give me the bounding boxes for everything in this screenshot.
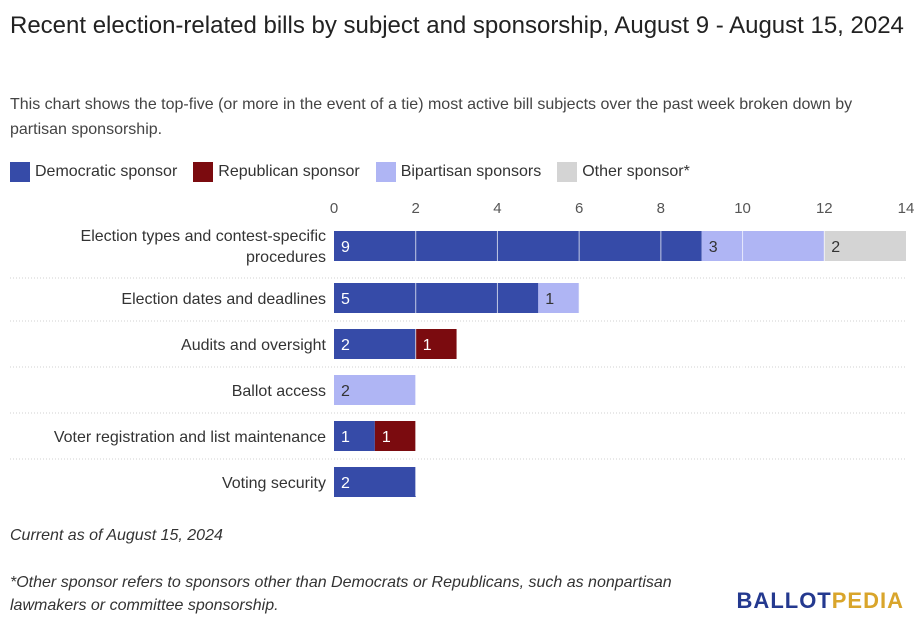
legend-label-democratic: Democratic sponsor	[35, 163, 178, 180]
x-tick-label: 12	[816, 200, 833, 217]
legend-item-other: Other sponsor*	[557, 162, 690, 182]
category-label: Voting security	[222, 475, 326, 492]
bar-segment	[334, 329, 416, 359]
current-as-of-note: Current as of August 15, 2024	[10, 527, 223, 544]
ballotpedia-logo: BALLOTPEDIA	[736, 588, 904, 613]
legend-item-democratic: Democratic sponsor	[10, 162, 177, 182]
bar-value-label: 1	[382, 429, 391, 446]
legend-item-bipartisan: Bipartisan sponsors	[375, 162, 542, 182]
legend-swatch-democratic	[10, 162, 30, 182]
legend-swatch-republican	[193, 162, 214, 182]
bar-segment	[334, 467, 416, 497]
category-label: Voter registration and list maintenance	[54, 429, 326, 446]
bar-value-label: 2	[341, 475, 350, 492]
chart-title: Recent election-related bills by subject…	[10, 12, 904, 39]
legend-item-republican: Republican sponsor	[193, 162, 360, 182]
legend-swatch-other	[557, 162, 578, 182]
bar-value-label: 2	[831, 239, 840, 256]
bar-segment	[334, 231, 702, 261]
x-tick-label: 4	[493, 200, 501, 217]
category-label: Ballot access	[232, 383, 326, 400]
bar-value-label: 1	[545, 291, 554, 308]
bar-segment	[824, 231, 906, 261]
chart-subtitle: This chart shows the top-five (or more i…	[10, 96, 853, 138]
bar-value-label: 1	[423, 337, 432, 354]
bar-value-label: 3	[709, 239, 718, 256]
bar-segment	[334, 283, 539, 313]
legend-label-other: Other sponsor*	[582, 163, 690, 180]
bar-segment	[374, 421, 416, 451]
legend: Democratic sponsor Republican sponsor Bi…	[10, 160, 706, 184]
x-tick-label: 10	[734, 200, 751, 217]
x-tick-label: 6	[575, 200, 583, 217]
bar-segment	[538, 283, 580, 313]
legend-label-republican: Republican sponsor	[218, 163, 360, 180]
bar-segment	[415, 329, 457, 359]
legend-swatch-bipartisan	[375, 162, 396, 182]
category-label: Election dates and deadlines	[121, 291, 326, 308]
category-label: Audits and oversight	[181, 337, 327, 354]
bar-segment	[334, 421, 375, 451]
bar-segment	[701, 231, 825, 261]
bar-segment	[334, 375, 416, 405]
bar-value-label: 5	[341, 291, 350, 308]
category-label: procedures	[246, 249, 326, 266]
category-label: Election types and contest-specific	[81, 228, 326, 245]
x-tick-label: 2	[412, 200, 420, 217]
bar-value-label: 2	[341, 383, 350, 400]
x-tick-label: 8	[657, 200, 665, 217]
bar-value-label: 9	[341, 239, 350, 256]
bar-value-label: 1	[341, 429, 350, 446]
x-tick-label: 14	[898, 200, 915, 217]
x-tick-label: 0	[330, 200, 338, 217]
bar-value-label: 2	[341, 337, 350, 354]
footnote: *Other sponsor refers to sponsors other …	[10, 574, 672, 614]
legend-label-bipartisan: Bipartisan sponsors	[400, 163, 542, 180]
